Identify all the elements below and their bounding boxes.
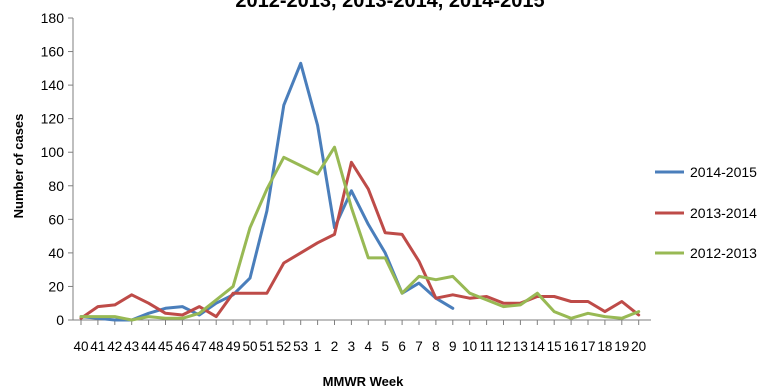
x-tick-label: 6 xyxy=(398,339,406,354)
y-tick-label: 0 xyxy=(56,312,64,328)
x-tick-label: 46 xyxy=(175,339,190,354)
x-tick-label: 5 xyxy=(381,339,389,354)
x-tick-label: 4 xyxy=(365,339,373,354)
x-tick-label: 51 xyxy=(259,339,274,354)
series-line-2 xyxy=(79,145,641,322)
x-axis: 40 41 42 43 44 45 46 47 48 49 50 51 52 53 1 2 3 4 5 6 7 8 9 10 1… xyxy=(73,319,651,354)
x-tick-label: 17 xyxy=(580,339,595,354)
x-tick-label: 12 xyxy=(496,339,511,354)
chart-title: 2012-2013, 2013-2014, 2014-2015 xyxy=(235,0,544,12)
x-tick-label: 2 xyxy=(331,339,339,354)
series-line-1 xyxy=(79,160,641,320)
y-tick-label: 20 xyxy=(48,278,64,294)
x-tick-label: 15 xyxy=(547,339,562,354)
x-tick-label: 53 xyxy=(293,339,308,354)
x-tick-label: 9 xyxy=(449,339,457,354)
x-tick-label: 20 xyxy=(631,339,646,354)
y-tick-label: 100 xyxy=(41,144,65,160)
x-tick-label: 47 xyxy=(192,339,207,354)
x-tick-label: 16 xyxy=(564,339,579,354)
x-tick-label: 49 xyxy=(226,339,241,354)
y-tick-label: 140 xyxy=(41,77,65,93)
x-tick-label: 18 xyxy=(597,339,612,354)
x-tick-label: 43 xyxy=(124,339,139,354)
x-tick-label: 42 xyxy=(107,339,122,354)
x-tick-label: 11 xyxy=(480,339,494,354)
x-tick-label: 41 xyxy=(90,339,105,354)
x-axis-label: MMWR Week xyxy=(323,374,404,389)
x-tick-label: 50 xyxy=(242,339,257,354)
x-tick-label: 7 xyxy=(415,339,423,354)
x-tick-label: 52 xyxy=(276,339,291,354)
x-tick-label: 14 xyxy=(530,339,546,354)
x-tick-label: 40 xyxy=(73,339,88,354)
legend-label-1: 2013-2014 xyxy=(690,205,757,221)
y-axis: 0 20 40 60 80 100 120 140 160 180 xyxy=(41,10,74,328)
y-tick-label: 160 xyxy=(41,44,65,60)
x-tick-label: 19 xyxy=(614,339,629,354)
x-tick-label: 8 xyxy=(432,339,440,354)
x-tick-label: 1 xyxy=(314,339,322,354)
x-tick-label: 3 xyxy=(348,339,356,354)
x-tick-label: 45 xyxy=(158,339,173,354)
y-tick-label: 120 xyxy=(41,111,65,127)
x-tick-label: 44 xyxy=(141,339,157,354)
y-tick-label: 40 xyxy=(48,245,64,261)
legend-label-2: 2012-2013 xyxy=(690,245,757,261)
y-tick-label: 60 xyxy=(48,211,64,227)
x-tick-label: 10 xyxy=(462,339,477,354)
y-tick-label: 180 xyxy=(41,10,65,26)
x-tick-label: 13 xyxy=(513,339,528,354)
x-tick-label: 48 xyxy=(209,339,224,354)
y-axis-label: Number of cases xyxy=(11,114,26,219)
legend: 2014-2015 2013-2014 2012-2013 xyxy=(655,164,757,261)
y-tick-label: 80 xyxy=(48,178,64,194)
legend-label-0: 2014-2015 xyxy=(690,164,757,180)
series-lines xyxy=(79,61,641,322)
